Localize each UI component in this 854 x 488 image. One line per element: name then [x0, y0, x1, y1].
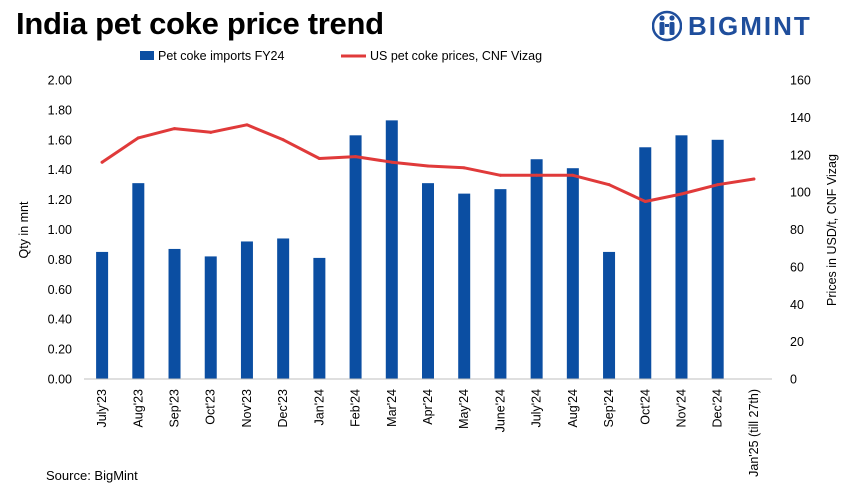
bar	[349, 135, 362, 379]
line-point	[281, 138, 285, 142]
line-point	[535, 173, 539, 177]
x-tick-label: Nov'23	[240, 389, 254, 428]
x-tick-label: Apr'24	[421, 389, 435, 425]
legend-label-line: US pet coke prices, CNF Vizag	[370, 49, 542, 63]
left-axis: 0.00 0.20 0.40 0.60 0.80 1.00 1.20 1.40 1.60 1.80…	[48, 74, 72, 387]
y2-tick-label: 140	[790, 111, 811, 125]
bar	[603, 251, 616, 379]
x-tick-label: Aug'23	[131, 389, 145, 428]
line-point	[136, 136, 140, 140]
line-point	[571, 173, 575, 177]
y-axis-label: Qty in mnt	[17, 201, 31, 258]
y2-tick-label: 80	[790, 223, 804, 237]
y2-tick-label: 0	[790, 373, 797, 387]
x-tick-label: Nov'24	[674, 389, 688, 428]
line-point	[390, 160, 394, 164]
line-point	[426, 164, 430, 168]
y2-axis-label: Prices in USD/t, CNF Vizag	[825, 154, 839, 306]
y-tick-label: 2.00	[48, 74, 72, 88]
bar	[494, 189, 507, 379]
x-tick-label: Oct'24	[638, 389, 652, 425]
line-point	[643, 199, 647, 203]
y-tick-label: 0.60	[48, 283, 72, 297]
x-tick-label: Feb'24	[349, 389, 363, 427]
legend-swatch-bars	[140, 51, 154, 60]
x-tick-label: June'24	[493, 389, 507, 432]
source-note: Source: BigMint	[46, 468, 138, 483]
y-tick-label: 1.40	[48, 163, 72, 177]
line-point	[100, 160, 104, 164]
line-point	[462, 166, 466, 170]
line-series	[100, 123, 756, 203]
y2-tick-label: 60	[790, 260, 804, 274]
legend-label-bars: Pet coke imports FY24	[158, 49, 284, 63]
y2-tick-label: 120	[790, 148, 811, 162]
bar	[313, 257, 326, 379]
bigmint-logo-icon	[652, 10, 682, 42]
line-point	[173, 127, 177, 131]
x-tick-label: Mar'24	[385, 389, 399, 427]
y-tick-label: 1.60	[48, 133, 72, 147]
bar	[458, 193, 471, 379]
y2-tick-label: 160	[790, 74, 811, 88]
y-tick-label: 0.20	[48, 343, 72, 357]
right-axis: 0 20 40 60 80 100 120 140 160	[790, 74, 811, 387]
legend: Pet coke imports FY24 US pet coke prices…	[140, 49, 542, 63]
line-point	[354, 155, 358, 159]
x-tick-label: May'24	[457, 389, 471, 429]
line-point	[317, 156, 321, 160]
bar	[132, 183, 145, 379]
y-tick-label: 0.80	[48, 253, 72, 267]
y-tick-label: 1.00	[48, 223, 72, 237]
bar	[422, 183, 434, 379]
chart-title: India pet coke price trend	[16, 6, 384, 41]
x-tick-label: Dec'23	[276, 389, 290, 428]
y-tick-label: 1.20	[48, 193, 72, 207]
x-tick-label: July'23	[95, 389, 109, 428]
bar	[240, 241, 253, 379]
bar	[530, 159, 543, 379]
bar	[168, 248, 181, 379]
bar-series	[96, 120, 724, 380]
line-point	[607, 183, 611, 187]
line-point	[752, 177, 756, 181]
y-tick-label: 1.80	[48, 103, 72, 117]
x-tick-label: Jan'24	[312, 389, 326, 425]
x-tick-label: Jan'25 (till 27th)	[747, 389, 761, 477]
x-tick-label: July'24	[530, 389, 544, 428]
line-point	[679, 192, 683, 196]
y2-tick-label: 20	[790, 335, 804, 349]
x-tick-label: Sep'23	[168, 389, 182, 428]
bar	[711, 139, 724, 379]
bar	[566, 168, 579, 379]
y2-tick-label: 100	[790, 186, 811, 200]
bar	[675, 135, 688, 379]
y2-tick-label: 40	[790, 298, 804, 312]
bar	[204, 256, 217, 379]
x-tick-label: Oct'23	[204, 389, 218, 425]
x-tick-label: Sep'24	[602, 389, 616, 428]
line-point	[245, 123, 249, 127]
bar	[277, 238, 290, 379]
y-tick-label: 0.00	[48, 373, 72, 387]
line-point	[498, 173, 502, 177]
brand-name: BIGMINT	[688, 10, 812, 41]
x-axis: July'23 Aug'23 Sep'23 Oct'23 Nov'23 Dec'23 Jan…	[84, 378, 772, 477]
line-point	[209, 130, 213, 134]
bar	[96, 251, 109, 379]
y-tick-label: 0.40	[48, 313, 72, 327]
brand-logo: BIGMINT	[652, 8, 812, 44]
line-point	[716, 183, 720, 187]
bar	[385, 120, 398, 380]
bar	[639, 147, 652, 379]
x-tick-label: Aug'24	[566, 389, 580, 428]
x-tick-label: Dec'24	[711, 389, 725, 428]
